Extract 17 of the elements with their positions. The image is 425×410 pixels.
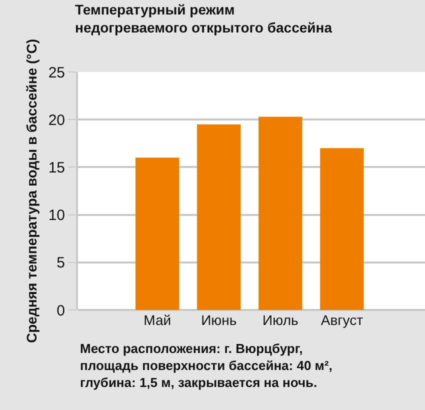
bar xyxy=(320,148,364,310)
x-tick-label: Июнь xyxy=(201,312,237,328)
text: Место расположения: г. Вюрцбург, площадь поверхности бассейна: 40 м², глубина: 1,5 м, закрывается на ночь. xyxy=(80,341,332,390)
y-axis-title: Средняя температура воды в бассейне (°C) xyxy=(23,38,40,344)
y-tick-label: 0 xyxy=(56,302,65,320)
y-tick-label: 5 xyxy=(56,254,65,272)
y-tick-label: 10 xyxy=(48,207,65,224)
y-tick-label: 15 xyxy=(48,159,65,176)
y-tick-label: 25 xyxy=(48,64,65,82)
x-tick-label: Май xyxy=(144,312,172,328)
x-tick-label: Август xyxy=(320,312,364,328)
y-tick-label: 20 xyxy=(48,112,65,129)
bar xyxy=(197,124,241,310)
bar xyxy=(258,116,302,310)
chart-title: Температурный режим недогреваемого открытого бассейна xyxy=(75,1,332,36)
bar xyxy=(136,158,180,310)
x-tick-label: Июль xyxy=(262,312,298,328)
